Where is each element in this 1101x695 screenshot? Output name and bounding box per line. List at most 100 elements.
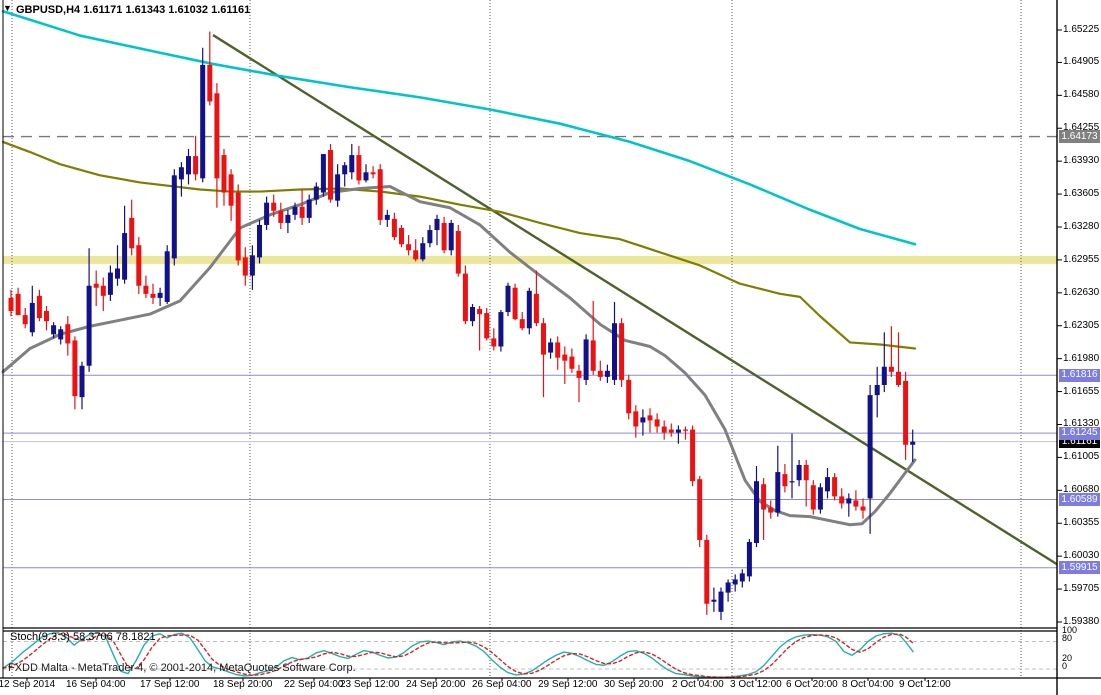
price-axis-label: 1.60680 [1063, 484, 1100, 496]
price-axis-label: 1.61980 [1063, 352, 1100, 364]
price-axis-label: 1.60030 [1063, 550, 1100, 562]
candle [654, 413, 660, 433]
candle [782, 463, 788, 493]
candle [15, 287, 21, 316]
candle [399, 224, 404, 248]
candle [178, 162, 184, 197]
candle [129, 199, 135, 256]
candle [115, 245, 120, 286]
candle [619, 318, 625, 388]
price-axis-label: 1.64580 [1063, 89, 1100, 101]
candle [746, 538, 752, 582]
candle [242, 247, 248, 286]
date-axis-label[interactable]: 29 Sep 12:00 [538, 679, 598, 690]
candle [604, 364, 610, 383]
candle [8, 289, 14, 317]
candle [796, 459, 802, 487]
candle [768, 500, 774, 519]
date-axis-label[interactable]: 18 Sep 20:00 [213, 679, 273, 690]
candle [477, 305, 483, 351]
candle [29, 285, 35, 337]
candle [732, 574, 738, 592]
candle [739, 569, 745, 588]
candle [569, 348, 575, 373]
candle [576, 364, 582, 403]
date-axis-label[interactable]: 26 Sep 04:00 [472, 679, 532, 690]
candle [903, 371, 909, 460]
candle [86, 248, 92, 372]
candle [647, 408, 653, 433]
date-axis-label[interactable]: 30 Sep 20:00 [604, 679, 664, 690]
date-axis-label[interactable]: 2 Oct 04:00 [672, 679, 724, 690]
price-axis-label: 1.64905 [1063, 56, 1100, 68]
ma-gray-fast [1, 184, 917, 527]
candle [44, 305, 49, 331]
candle [221, 149, 227, 206]
candle [264, 196, 270, 231]
price-axis-label: 1.63605 [1063, 188, 1100, 200]
date-axis-label[interactable]: 12 Sep 2014 [0, 679, 56, 690]
price-axis-label: 1.59380 [1063, 615, 1100, 627]
candle [832, 473, 838, 501]
candle [420, 237, 426, 262]
candle [363, 164, 369, 183]
date-axis-label[interactable]: 9 Oct 12:00 [899, 679, 951, 690]
candle [711, 587, 717, 612]
price-axis-label: 1.63280 [1063, 220, 1100, 232]
candle [157, 287, 163, 306]
level-label-purple: 1.60589 [1059, 493, 1100, 507]
candle [853, 490, 859, 511]
candle [874, 366, 880, 418]
stoch-main-line [2, 632, 914, 678]
candle [107, 265, 113, 301]
candle [675, 425, 681, 444]
candle [299, 189, 305, 225]
date-axis-label[interactable]: 16 Sep 04:00 [66, 679, 126, 690]
candle [100, 277, 106, 312]
candle [718, 587, 724, 620]
date-axis-label[interactable]: 17 Sep 12:00 [140, 679, 200, 690]
candle [548, 338, 554, 359]
chart-symbol-arrow-icon[interactable]: ▼ [3, 3, 12, 13]
stoch-axis-label: 20 [1062, 653, 1073, 663]
candle [683, 426, 688, 440]
date-axis-label[interactable]: 22 Sep 04:00 [284, 679, 344, 690]
candle [93, 270, 99, 306]
stoch-axis-label: 100 [1062, 625, 1078, 635]
candle [207, 31, 213, 106]
candle [825, 468, 830, 499]
candle [271, 194, 277, 217]
candle [384, 209, 390, 227]
date-axis-label[interactable]: 23 Sep 12:00 [340, 679, 400, 690]
candle [200, 47, 206, 183]
candle [526, 287, 532, 335]
price-axis-label: 1.60355 [1063, 517, 1100, 529]
candle [626, 374, 632, 420]
candle [690, 425, 696, 487]
candle [761, 478, 767, 540]
candle [775, 445, 781, 517]
candle [22, 308, 28, 329]
date-axis-label[interactable]: 3 Oct 12:00 [730, 679, 782, 690]
candle [484, 308, 490, 341]
candle [519, 312, 525, 331]
date-axis-label[interactable]: 6 Oct 20:00 [786, 679, 838, 690]
date-axis-label[interactable]: 24 Sep 20:00 [406, 679, 466, 690]
candle [391, 212, 397, 241]
date-axis-label[interactable]: 8 Oct 04:00 [842, 679, 894, 690]
price-axis-label: 1.61330 [1063, 418, 1100, 430]
candle [51, 322, 57, 339]
price-axis-label: 1.61005 [1063, 451, 1100, 463]
candle [164, 245, 170, 304]
candle [896, 332, 901, 388]
candle [697, 476, 703, 548]
candle [612, 301, 617, 385]
candle [122, 205, 128, 284]
candle [860, 498, 866, 519]
candle [434, 214, 440, 246]
level-label-purple: 1.59915 [1059, 561, 1100, 575]
candle [235, 184, 241, 266]
candle [491, 328, 497, 351]
